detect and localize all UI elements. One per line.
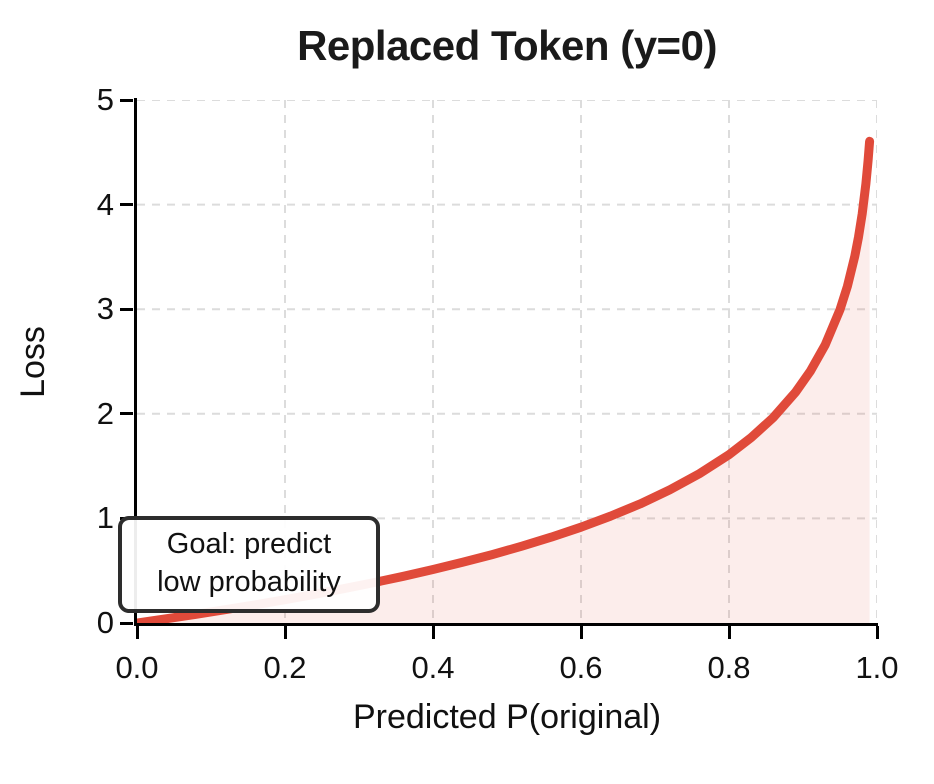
y-tick-label: 5 <box>96 82 114 117</box>
y-tick-mark <box>120 307 133 311</box>
y-tick-label: 3 <box>96 291 114 327</box>
x-tick-mark <box>579 626 583 639</box>
x-axis-label: Predicted P(original) <box>352 698 662 736</box>
x-tick-label: 0.4 <box>411 650 455 685</box>
x-tick-label: 0.6 <box>559 650 603 685</box>
x-tick-mark <box>727 626 731 639</box>
x-tick-label: 0.0 <box>115 650 159 685</box>
x-axis-spine <box>134 623 878 626</box>
loss-curve-fill <box>137 141 870 623</box>
annotation-text-line: Goal: predict <box>166 528 332 560</box>
x-tick-label: 0.8 <box>707 650 751 685</box>
y-tick-mark <box>120 412 133 416</box>
x-tick-mark <box>135 626 139 639</box>
chart-title: Replaced Token (y=0) <box>297 22 717 69</box>
annotation-text-line: low probability <box>157 566 341 599</box>
y-tick-label: 0 <box>96 605 114 640</box>
annotation-box: Goal: predict low probability <box>118 516 380 613</box>
y-tick-mark <box>120 621 133 625</box>
x-tick-label: 0.2 <box>263 650 307 685</box>
x-tick-mark <box>283 626 287 639</box>
y-axis-spine <box>134 98 137 626</box>
x-tick-mark <box>431 626 435 639</box>
y-axis-label: Loss <box>14 326 52 398</box>
x-tick-mark <box>875 626 879 639</box>
y-tick-mark <box>120 98 133 102</box>
x-tick-label: 1.0 <box>855 650 899 685</box>
y-tick-label: 2 <box>96 395 114 431</box>
y-tick-label: 4 <box>96 186 114 222</box>
y-tick-label: 1 <box>96 500 114 536</box>
y-tick-mark <box>120 203 133 207</box>
